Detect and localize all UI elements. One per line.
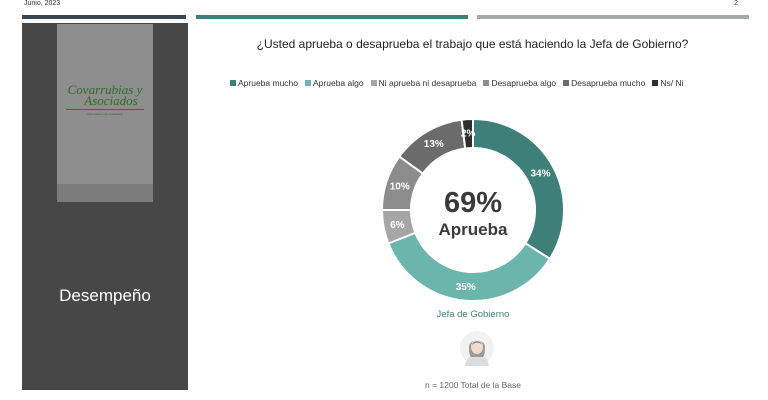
legend-label: Ns/ Ni: [660, 78, 684, 88]
legend-swatch: [370, 80, 377, 86]
header-bar-right: [477, 15, 749, 19]
chart-title: ¿Usted aprueba o desaprueba el trabajo q…: [256, 37, 689, 51]
sample-size-note: n = 1200 Total de la Base: [424, 380, 521, 390]
legend-item: Ni aprueba ni desaprueba: [370, 78, 477, 88]
donut-slice: [460, 117, 474, 150]
logo-band: [57, 184, 153, 202]
slice-data-label: 34%: [530, 168, 550, 179]
legend-swatch: [483, 80, 490, 86]
chart-caption: Jefa de Gobierno: [436, 309, 510, 320]
logo-line-1: Covarrubias y: [67, 82, 143, 97]
report-date: Junio, 2023: [24, 0, 61, 7]
logo-rule: [66, 109, 144, 110]
header-bar-middle: [196, 15, 468, 19]
slice-data-label: 6%: [390, 220, 405, 231]
legend-item: Aprueba algo: [305, 78, 364, 88]
legend-label: Desaprueba mucho: [571, 78, 646, 88]
legend-swatch: [652, 80, 659, 86]
person-avatar-icon: [460, 331, 494, 366]
slice-data-label: 2%: [461, 129, 476, 140]
logo-panel: [57, 24, 153, 202]
legend-swatch: [305, 80, 312, 86]
logo-tagline: Información con resultados: [86, 112, 124, 116]
logo-line-2: Asociados: [84, 93, 138, 108]
center-value: 69%: [444, 187, 502, 219]
legend-label: Aprueba mucho: [238, 78, 299, 88]
legend-label: Desaprueba algo: [491, 78, 557, 88]
slice-data-label: 35%: [456, 282, 476, 293]
legend-label: Aprueba algo: [313, 78, 364, 88]
section-title: Desempeño: [59, 286, 151, 305]
donut-slice: [387, 231, 552, 302]
legend-swatch: [230, 80, 236, 86]
slice-data-label: 13%: [424, 139, 444, 150]
legend-swatch: [563, 80, 570, 86]
legend-item: Desaprueba mucho: [563, 78, 645, 88]
company-logo: Covarrubias y Asociados: [57, 82, 153, 108]
legend-item: Desaprueba algo: [483, 78, 556, 88]
legend-item: Ns/ Ni: [652, 78, 684, 88]
center-label: Aprueba: [439, 220, 509, 239]
header-bar-left: [22, 15, 186, 19]
page-number: 2: [734, 0, 738, 7]
slice-data-label: 10%: [390, 182, 410, 193]
chart-legend: Aprueba mucho Aprueba algo Ni aprueba ni d…: [230, 78, 684, 88]
legend-label: Ni aprueba ni desaprueba: [378, 78, 477, 88]
legend-item: Aprueba mucho: [230, 78, 298, 88]
